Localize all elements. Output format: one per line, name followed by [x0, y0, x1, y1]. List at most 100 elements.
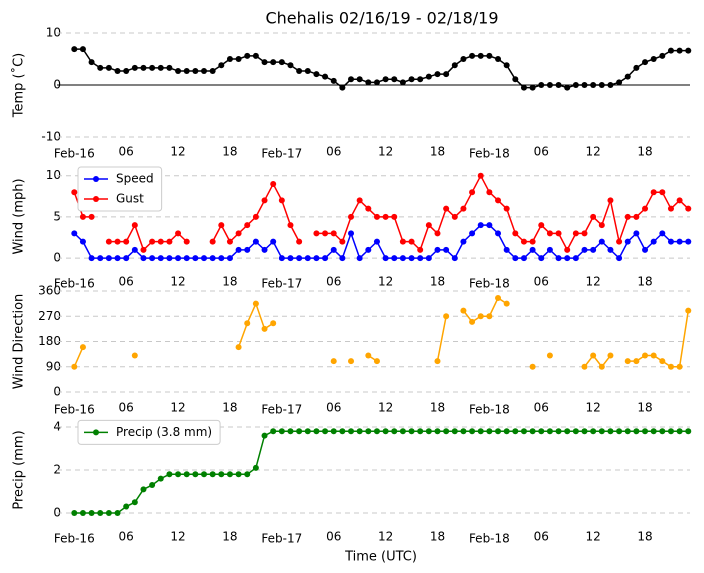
data-point: [330, 77, 337, 84]
data-point: [114, 67, 121, 74]
data-point: [434, 246, 441, 253]
data-point: [79, 344, 86, 351]
data-point: [322, 73, 329, 80]
data-point: [287, 255, 294, 262]
x-tick-label: 18: [637, 145, 652, 159]
data-point: [278, 197, 285, 204]
x-tick-label: 18: [222, 530, 237, 544]
data-point: [451, 213, 458, 220]
data-point: [270, 180, 277, 187]
data-point: [443, 246, 450, 253]
data-point: [538, 255, 545, 262]
data-point: [581, 363, 588, 370]
data-point: [399, 428, 406, 435]
series-line: [73, 174, 689, 252]
data-point: [529, 246, 536, 253]
x-tick-label: 18: [637, 275, 652, 289]
x-tick-label: 18: [430, 401, 445, 415]
data-point: [460, 307, 467, 314]
data-point: [624, 73, 631, 80]
data-point: [365, 79, 372, 86]
data-point: [546, 246, 553, 253]
data-point: [512, 230, 519, 237]
data-point: [79, 213, 86, 220]
data-point: [486, 52, 493, 59]
data-point: [88, 510, 95, 516]
data-point: [97, 64, 104, 71]
legend-marker: [93, 176, 99, 182]
data-point: [685, 238, 692, 245]
y-tick-label: 10: [46, 168, 61, 182]
data-point: [495, 56, 502, 62]
x-tick-label: 18: [637, 530, 652, 544]
data-point: [131, 64, 138, 71]
data-point: [71, 189, 78, 196]
data-point: [520, 428, 527, 435]
data-point: [590, 246, 597, 253]
data-point: [356, 197, 363, 204]
data-point: [226, 56, 233, 62]
data-point: [624, 238, 631, 245]
y-axis-label: Precip (mm): [12, 430, 27, 509]
data-point: [218, 471, 225, 478]
data-point: [330, 358, 337, 365]
data-point: [287, 62, 294, 69]
data-point: [278, 428, 285, 435]
data-point: [633, 428, 640, 435]
data-point: [555, 82, 562, 88]
x-tick-label: 18: [637, 401, 652, 415]
data-point: [564, 246, 571, 253]
data-point: [667, 47, 674, 54]
data-point: [417, 76, 424, 83]
data-point: [235, 56, 242, 62]
x-tick-label: 06: [119, 530, 134, 544]
x-tick-label: 12: [378, 401, 393, 415]
data-point: [88, 255, 95, 262]
data-point: [313, 71, 320, 78]
data-point: [685, 428, 692, 435]
data-point: [149, 64, 156, 71]
data-point: [339, 238, 346, 245]
data-point: [659, 358, 666, 365]
data-point: [650, 189, 657, 196]
data-point: [451, 428, 458, 435]
data-point: [105, 238, 112, 245]
data-point: [581, 230, 588, 237]
data-point: [373, 428, 380, 435]
data-point: [226, 471, 233, 478]
data-point: [590, 428, 597, 435]
data-point: [131, 499, 138, 506]
data-point: [650, 428, 657, 435]
data-point: [252, 238, 259, 245]
x-tick-label: 06: [534, 530, 549, 544]
data-point: [460, 56, 467, 62]
data-point: [140, 246, 147, 253]
x-tick-label: 12: [170, 275, 185, 289]
data-point: [486, 222, 493, 229]
data-point: [244, 52, 251, 59]
data-point: [348, 230, 355, 237]
data-point: [235, 246, 242, 253]
data-point: [555, 255, 562, 262]
data-point: [598, 82, 605, 88]
data-point: [270, 59, 277, 66]
data-point: [209, 67, 216, 74]
x-tick-label: 12: [378, 145, 393, 159]
data-point: [529, 428, 536, 435]
data-point: [261, 325, 268, 332]
x-tick-label: 06: [326, 145, 341, 159]
data-point: [477, 428, 484, 435]
x-tick-label: 06: [534, 401, 549, 415]
data-point: [503, 62, 510, 69]
data-point: [443, 71, 450, 78]
data-point: [304, 67, 311, 74]
data-point: [425, 222, 432, 229]
data-point: [425, 73, 432, 80]
data-point: [218, 255, 225, 262]
data-point: [235, 471, 242, 478]
data-point: [572, 428, 579, 435]
data-point: [373, 238, 380, 245]
x-tick-label: 12: [170, 401, 185, 415]
data-point: [304, 255, 311, 262]
data-point: [659, 428, 666, 435]
